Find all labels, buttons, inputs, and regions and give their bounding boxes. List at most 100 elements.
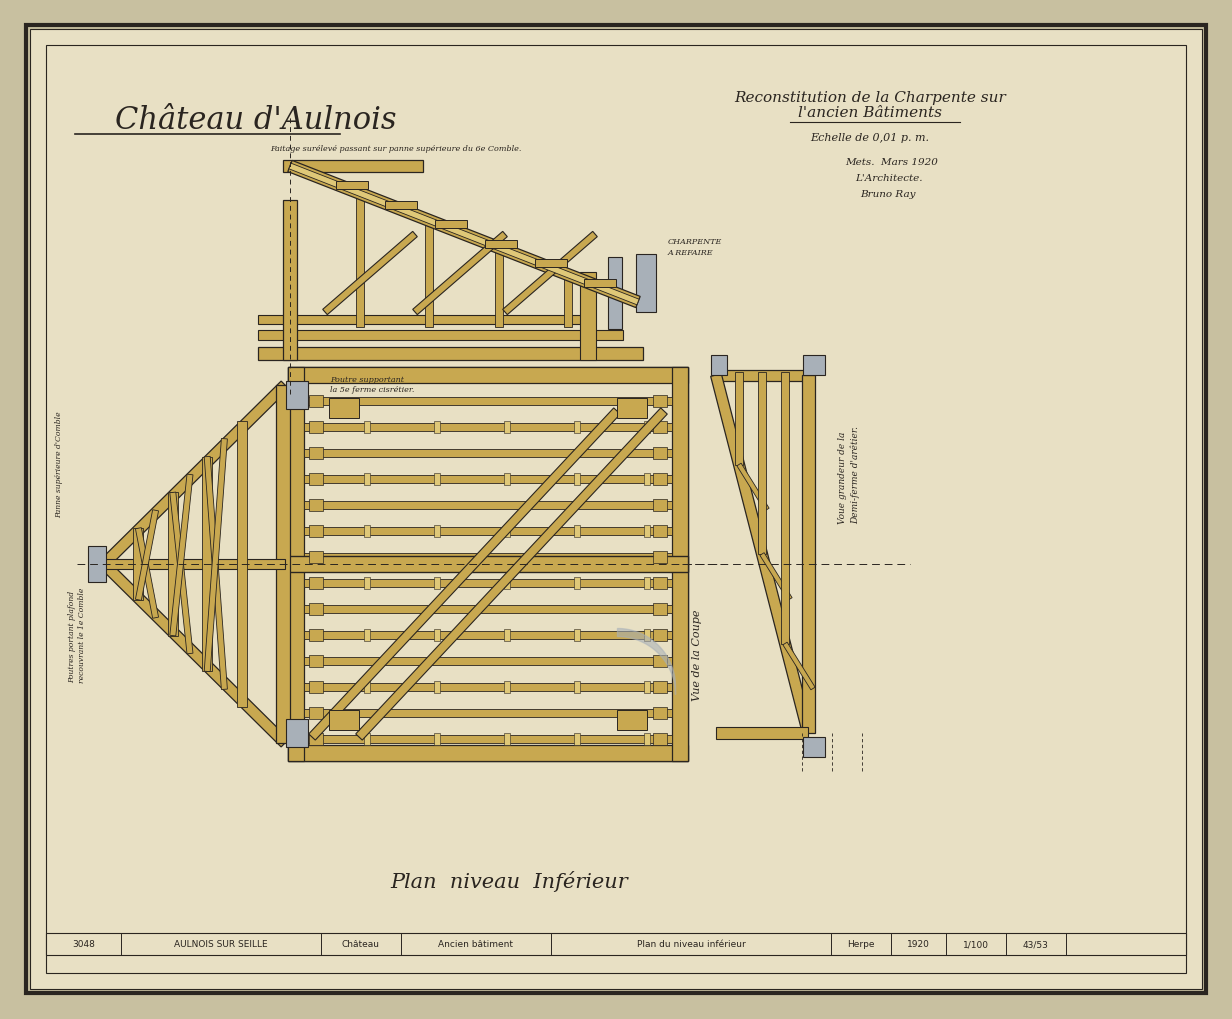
Polygon shape [737, 464, 769, 512]
Text: AULNOIS SUR SEILLE: AULNOIS SUR SEILLE [174, 940, 267, 949]
Bar [309, 499, 323, 512]
Bar [304, 553, 671, 561]
Bar [671, 368, 687, 761]
Bar [103, 559, 285, 570]
Bar [504, 682, 510, 693]
Bar [653, 682, 667, 693]
Bar [644, 422, 650, 433]
Bar [434, 682, 440, 693]
Polygon shape [100, 560, 288, 747]
Bar [309, 447, 323, 460]
Bar [363, 474, 370, 485]
Bar [504, 734, 510, 745]
Text: Voue grandeur de la
Demi-ferme d'arêtier.: Voue grandeur de la Demi-ferme d'arêtier… [838, 426, 860, 524]
Text: Faitage surélevé passant sur panne supérieure du 6e Comble.: Faitage surélevé passant sur panne supér… [270, 145, 521, 153]
Polygon shape [760, 553, 792, 601]
Polygon shape [100, 382, 288, 569]
Text: l'ancien Bâtiments: l'ancien Bâtiments [798, 106, 942, 120]
Polygon shape [503, 232, 598, 315]
Bar [363, 526, 370, 537]
Polygon shape [136, 511, 159, 601]
Bar [434, 474, 440, 485]
Bar [434, 526, 440, 537]
Bar [257, 347, 643, 361]
Bar [309, 655, 323, 667]
Polygon shape [288, 161, 641, 309]
Text: Plan du niveau inférieur: Plan du niveau inférieur [637, 940, 745, 949]
Bar [580, 273, 596, 361]
Bar [653, 603, 667, 615]
Bar [564, 275, 573, 328]
Bar [535, 260, 567, 268]
Bar [653, 551, 667, 564]
Bar [504, 526, 510, 537]
Bar [644, 578, 650, 589]
Bar [574, 422, 580, 433]
Polygon shape [356, 409, 668, 741]
Bar [283, 161, 423, 173]
Bar [802, 376, 816, 734]
Bar [286, 719, 308, 747]
Bar [504, 474, 510, 485]
Bar [803, 356, 825, 376]
Bar [309, 682, 323, 693]
Bar [237, 422, 246, 707]
Bar [644, 526, 650, 537]
Bar [309, 707, 323, 719]
Bar [309, 422, 323, 433]
Bar [584, 279, 616, 287]
Bar [644, 474, 650, 485]
Bar [574, 474, 580, 485]
Bar [304, 709, 671, 717]
Bar [504, 578, 510, 589]
Bar [485, 240, 517, 249]
Bar [309, 603, 323, 615]
Bar [653, 578, 667, 589]
Bar [644, 682, 650, 693]
Text: Panne supérieure d'Comble: Panne supérieure d'Comble [55, 412, 63, 518]
Bar [434, 630, 440, 641]
Text: Plan  niveau  Inférieur: Plan niveau Inférieur [391, 870, 628, 892]
Polygon shape [716, 370, 808, 381]
Bar [283, 201, 297, 361]
Bar [617, 398, 647, 419]
Bar [803, 738, 825, 757]
Bar [304, 632, 671, 639]
Bar [276, 385, 290, 743]
Polygon shape [170, 475, 193, 636]
Polygon shape [782, 643, 816, 690]
Bar [653, 447, 667, 460]
Bar [329, 398, 359, 419]
Bar [574, 734, 580, 745]
Bar [653, 630, 667, 641]
Bar [617, 710, 647, 731]
Polygon shape [205, 457, 228, 690]
Bar [309, 630, 323, 641]
Bar [435, 221, 467, 229]
Text: Poutre supportant
la 5e ferme cisrétier.: Poutre supportant la 5e ferme cisrétier. [330, 375, 414, 393]
Bar [781, 373, 788, 644]
Bar [736, 373, 743, 465]
Text: Vue de la Coupe: Vue de la Coupe [692, 608, 702, 700]
Bar [653, 707, 667, 719]
Bar [304, 605, 671, 613]
Text: 1/100: 1/100 [963, 940, 989, 949]
Bar [288, 368, 687, 761]
Bar [495, 249, 503, 328]
Bar [46, 933, 1186, 955]
Bar [288, 745, 687, 761]
Bar [653, 655, 667, 667]
Text: 3048: 3048 [71, 940, 95, 949]
Bar [304, 424, 671, 432]
Text: 1920: 1920 [907, 940, 930, 949]
Bar [644, 630, 650, 641]
Text: Herpe: Herpe [848, 940, 875, 949]
Polygon shape [711, 374, 813, 735]
Text: Echelle de 0,01 p. m.: Echelle de 0,01 p. m. [811, 132, 929, 143]
Text: CHARPENTE
A REFAIRE: CHARPENTE A REFAIRE [668, 237, 722, 256]
Bar [87, 546, 106, 583]
Bar [363, 682, 370, 693]
Bar [309, 578, 323, 589]
Bar [309, 734, 323, 745]
Bar [363, 422, 370, 433]
